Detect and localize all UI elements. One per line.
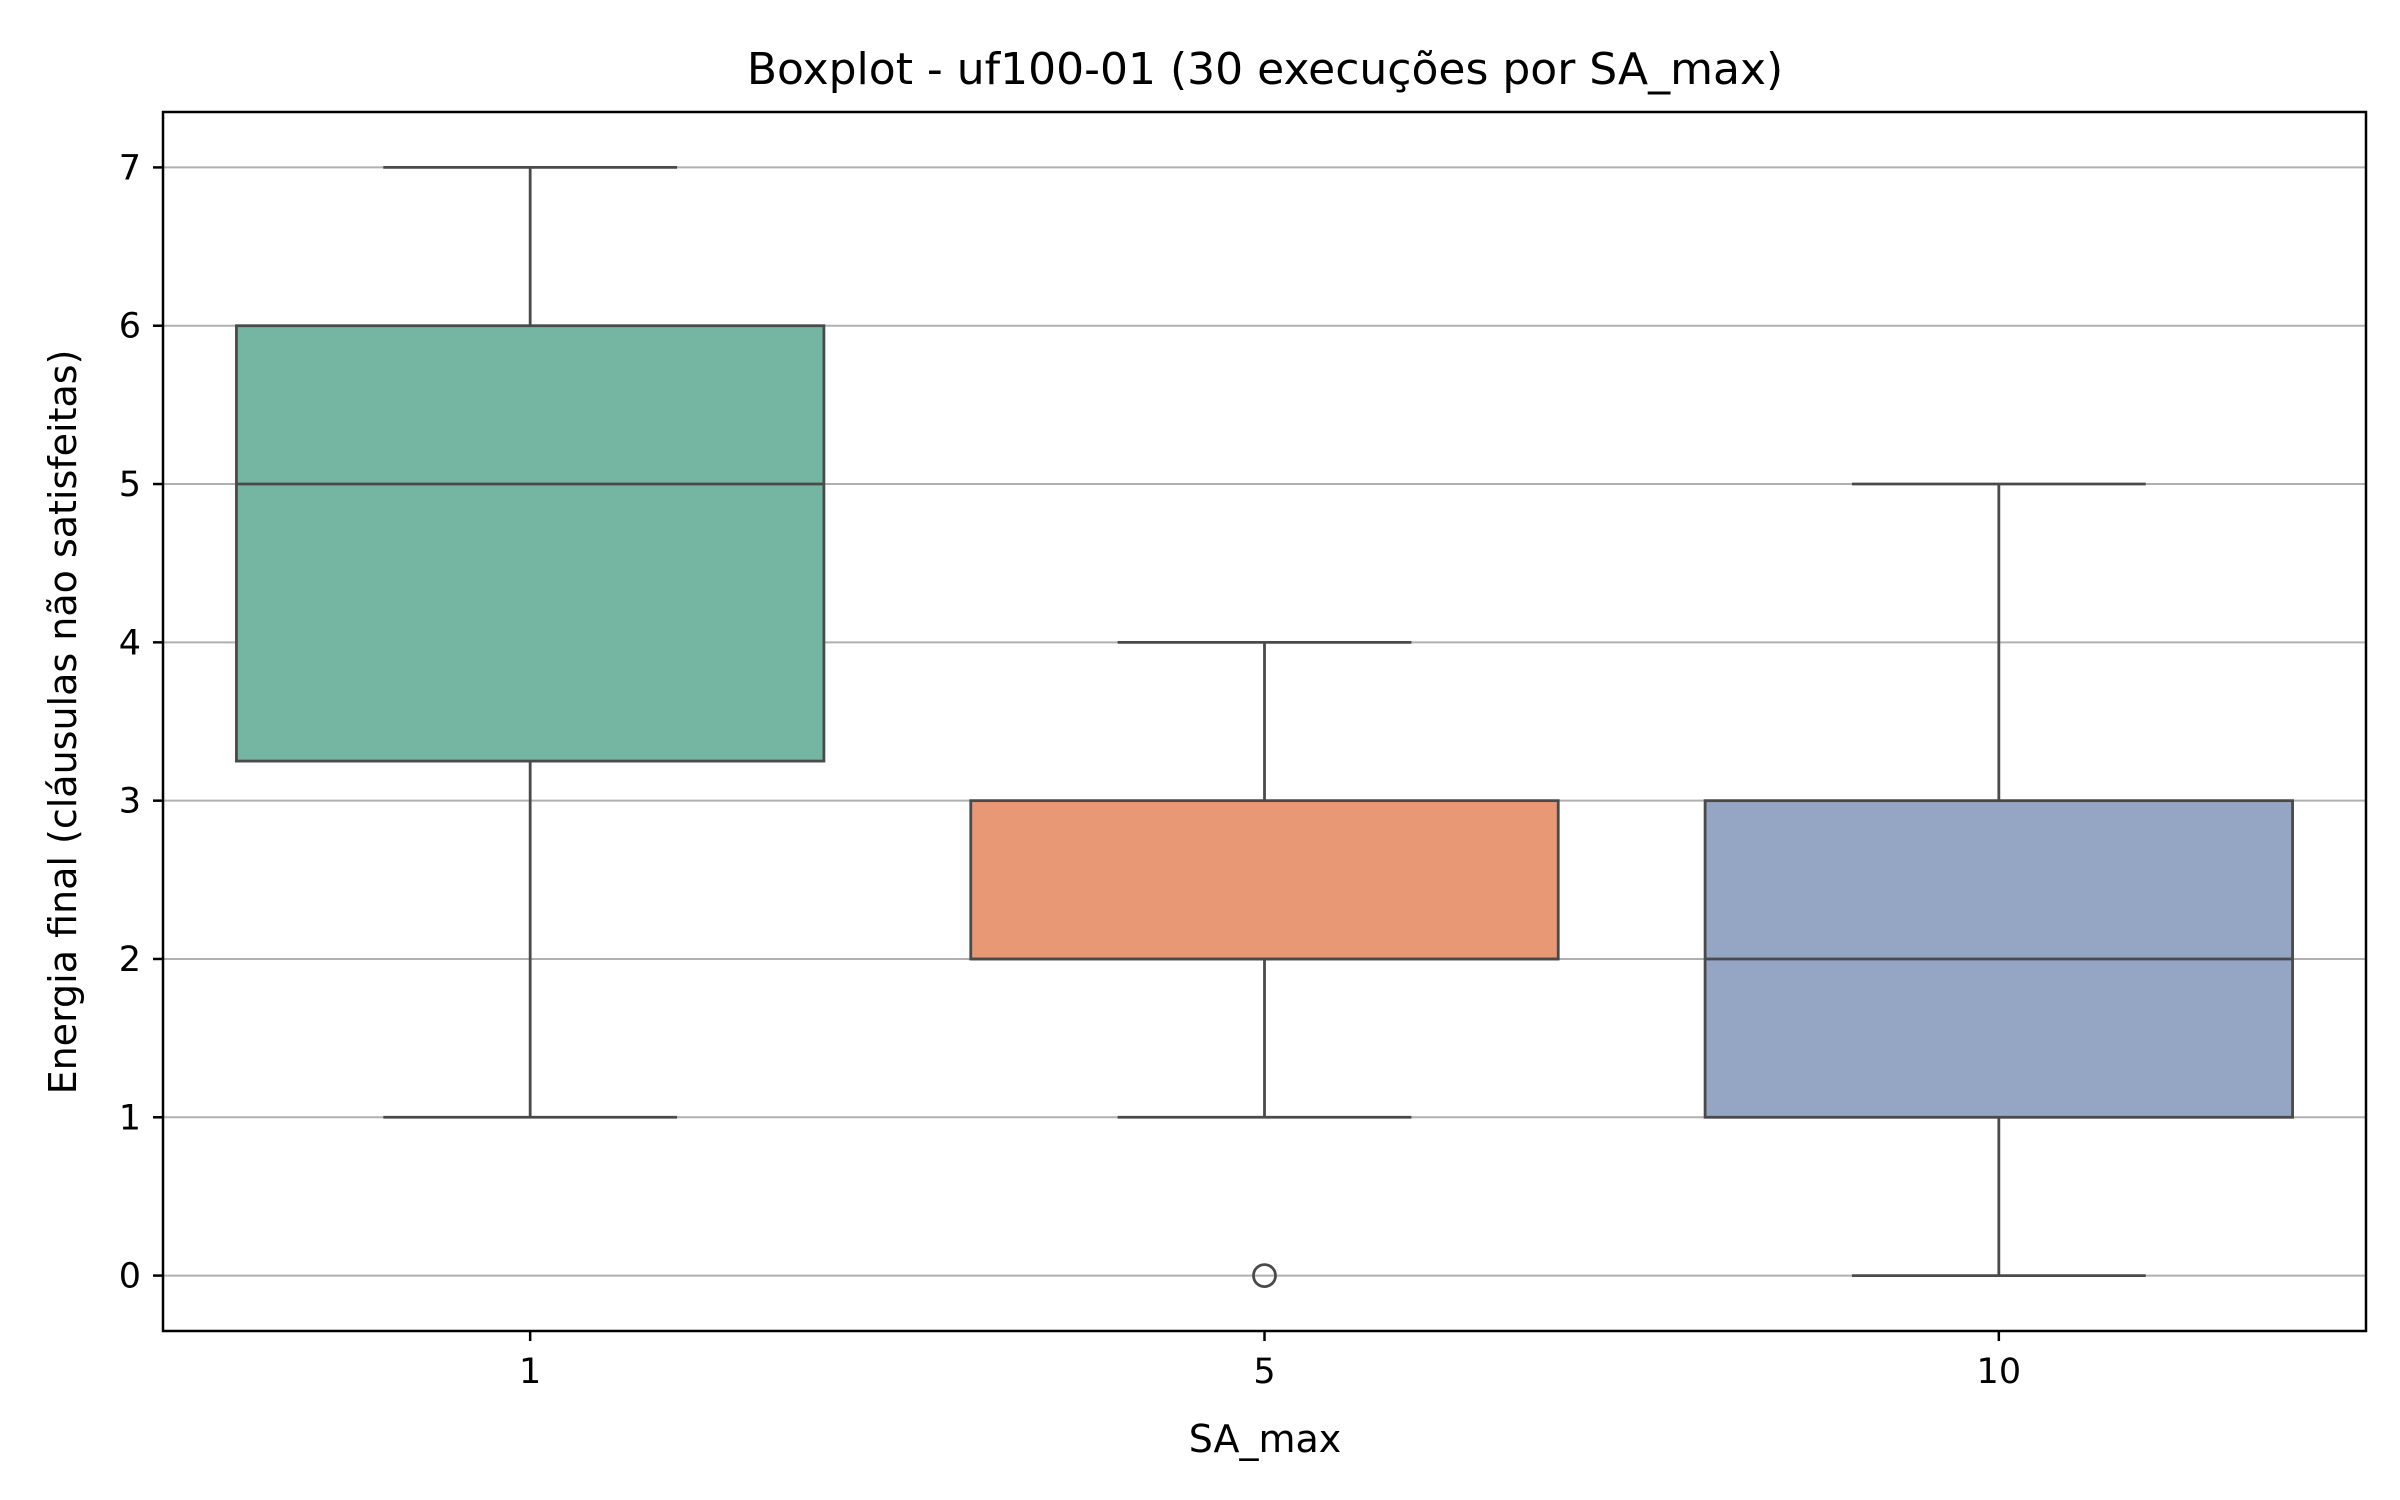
box bbox=[969, 799, 1560, 961]
x-axis-label: SA_max bbox=[1189, 1417, 1342, 1461]
box-group-5 bbox=[969, 640, 1560, 1288]
y-tick-label: 2 bbox=[119, 940, 141, 980]
axis-ticks: 0 1 2 3 4 5 6 7 1 5 10 bbox=[119, 148, 2021, 1392]
y-tick-label: 4 bbox=[119, 623, 141, 663]
box-group-1 bbox=[235, 166, 826, 1119]
y-tick-label: 1 bbox=[119, 1098, 141, 1138]
x-tick-label: 1 bbox=[519, 1352, 541, 1392]
y-tick-label: 5 bbox=[119, 465, 141, 505]
box bbox=[235, 324, 826, 763]
y-tick-label: 0 bbox=[119, 1257, 141, 1297]
outlier-point bbox=[1252, 1263, 1277, 1288]
box-group-10 bbox=[1703, 482, 2294, 1277]
y-tick-label: 3 bbox=[119, 782, 141, 822]
y-tick-label: 6 bbox=[119, 307, 141, 347]
y-axis-label: Energia final (cláusulas não satisfeitas… bbox=[41, 350, 85, 1095]
y-tick-label: 7 bbox=[119, 148, 141, 188]
boxes bbox=[235, 166, 2294, 1288]
x-tick-label: 10 bbox=[1977, 1352, 2022, 1392]
chart-title: Boxplot - uf100-01 (30 execuções por SA_… bbox=[747, 44, 1783, 95]
x-tick-label: 5 bbox=[1253, 1352, 1275, 1392]
